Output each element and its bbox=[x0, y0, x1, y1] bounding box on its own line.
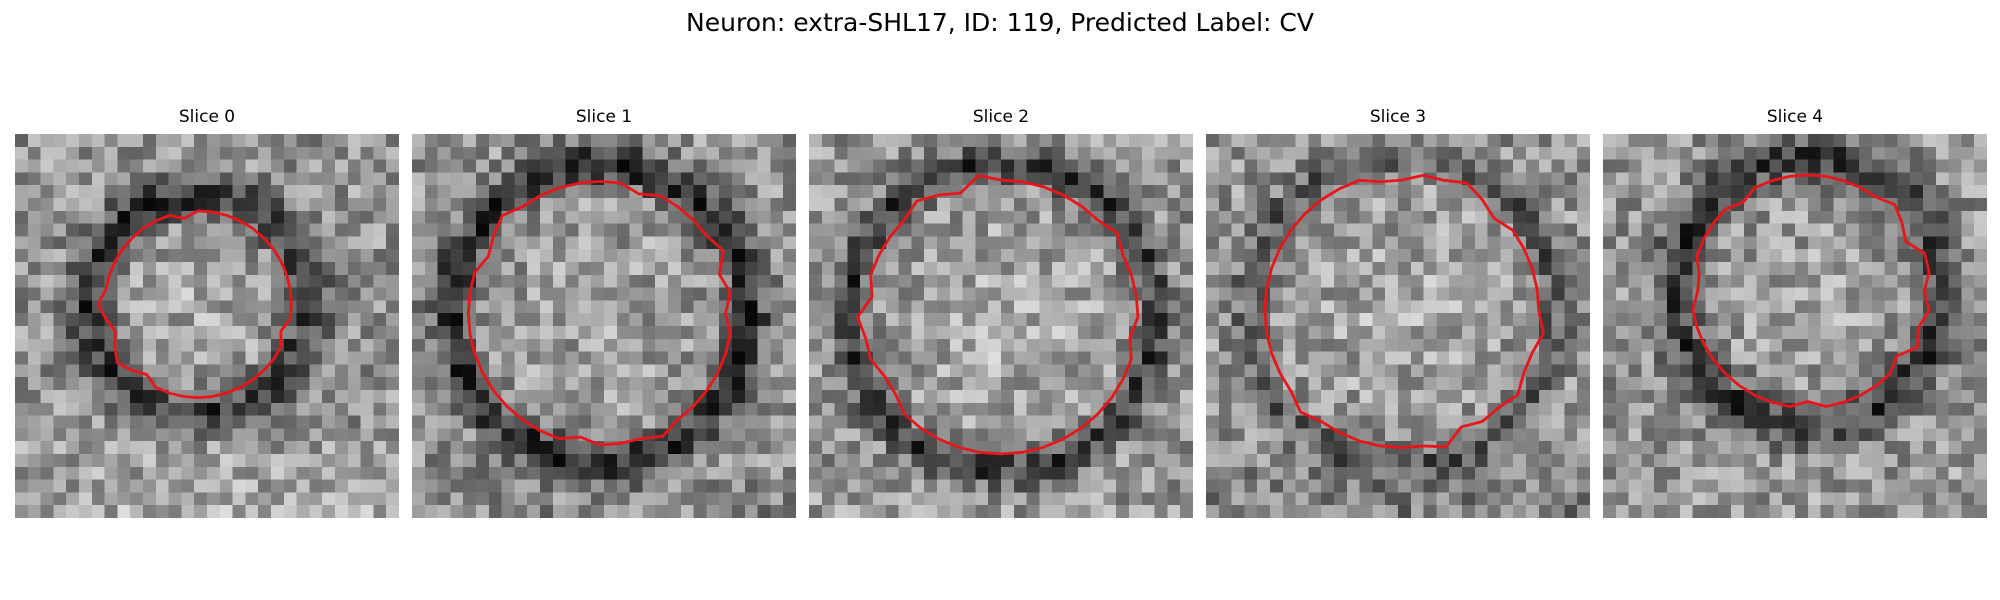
figure-title: Neuron: extra-SHL17, ID: 119, Predicted … bbox=[0, 8, 2000, 37]
slice-panel-0: Slice 0 bbox=[15, 104, 399, 518]
slice-title-4: Slice 4 bbox=[1603, 104, 1987, 130]
slice-title-3: Slice 3 bbox=[1206, 104, 1590, 130]
pixel-grid-0 bbox=[15, 134, 399, 518]
slice-title-1: Slice 1 bbox=[412, 104, 796, 130]
slice-title-0: Slice 0 bbox=[15, 104, 399, 130]
slice-panel-4: Slice 4 bbox=[1603, 104, 1987, 518]
slice-panel-3: Slice 3 bbox=[1206, 104, 1590, 518]
slice-panel-2: Slice 2 bbox=[809, 104, 1193, 518]
slice-image-1 bbox=[412, 134, 796, 518]
slice-image-0 bbox=[15, 134, 399, 518]
slice-panel-1: Slice 1 bbox=[412, 104, 796, 518]
pixel-grid-4 bbox=[1603, 134, 1987, 518]
slice-image-4 bbox=[1603, 134, 1987, 518]
pixel-grid-3 bbox=[1206, 134, 1590, 518]
slice-image-3 bbox=[1206, 134, 1590, 518]
slice-image-2 bbox=[809, 134, 1193, 518]
slice-title-2: Slice 2 bbox=[809, 104, 1193, 130]
